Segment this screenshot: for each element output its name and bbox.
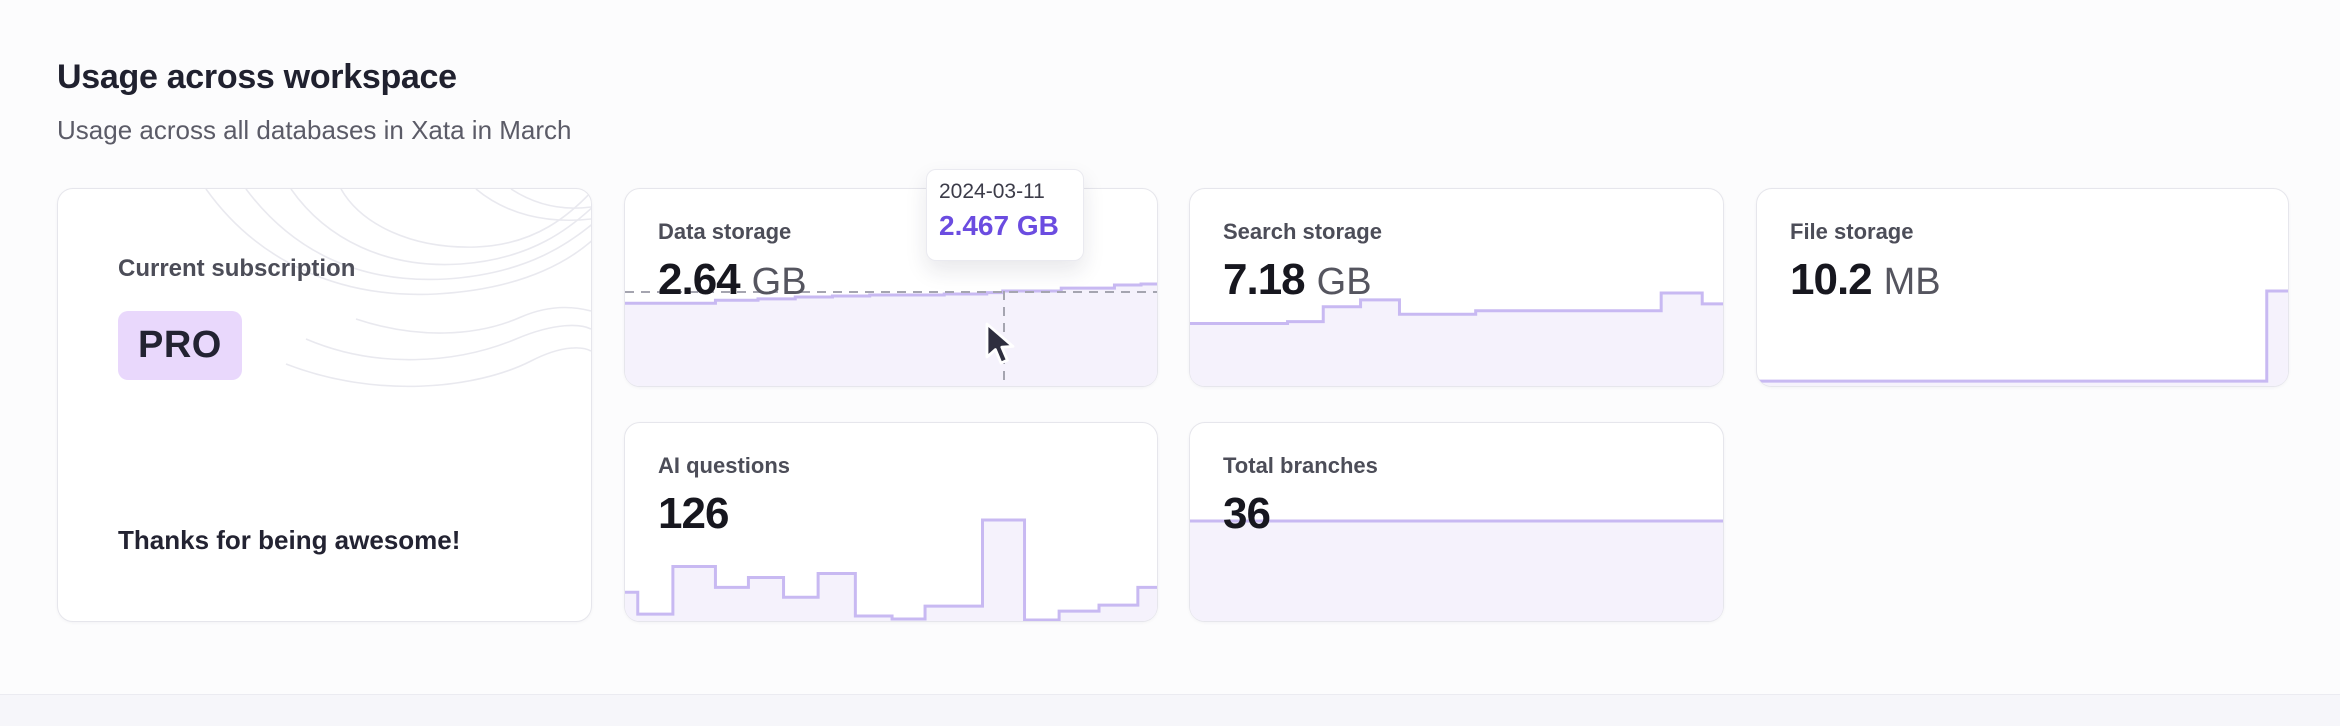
total-branches-sparkline (1190, 423, 1723, 621)
contour-decoration (205, 189, 591, 388)
subscription-message: Thanks for being awesome! (118, 525, 461, 555)
stat-unit: GB (1316, 261, 1372, 303)
stat-value: 2.64 (658, 255, 741, 304)
page-title: Usage across workspace (57, 58, 457, 96)
tooltip-value: 2.467 GB (939, 210, 1059, 241)
stat-value: 36 (1223, 489, 1271, 538)
stat-value-row: 7.18 GB (1223, 255, 1382, 305)
stat-label: Data storage (658, 219, 792, 244)
current-subscription-card: Current subscription PRO Thanks for bein… (57, 188, 592, 622)
stat-head: File storage 10.2 MB (1790, 219, 1941, 305)
data-storage-sparkline (625, 189, 1157, 386)
stat-label: AI questions (658, 453, 791, 478)
stat-label: Total branches (1223, 453, 1378, 478)
search-storage-card: Search storage 7.18 GB (1189, 188, 1724, 387)
file-storage-sparkline (1757, 189, 2288, 386)
file-storage-chart[interactable] (1757, 189, 2288, 386)
page-subtitle: Usage across all databases in Xata in Ma… (57, 115, 572, 145)
mouse-cursor (985, 322, 1015, 365)
stat-label: File storage (1790, 219, 1914, 244)
stat-label: Search storage (1223, 219, 1382, 244)
stat-value-row: 126 (658, 489, 790, 539)
stat-head: Data storage 2.64 GB (658, 219, 807, 305)
stat-head: Total branches 36 (1223, 453, 1378, 539)
stat-head: Search storage 7.18 GB (1223, 219, 1382, 305)
file-storage-card: File storage 10.2 MB (1756, 188, 2289, 387)
stat-value-row: 36 (1223, 489, 1378, 539)
stat-value-row: 2.64 GB (658, 255, 807, 305)
ai-questions-sparkline (625, 423, 1157, 621)
total-branches-chart[interactable] (1190, 423, 1723, 621)
page-header: Usage across workspace Usage across all … (57, 58, 572, 146)
data-storage-card: Data storage 2.64 GB 2024-03-11 2.467 GB (624, 169, 1158, 387)
total-branches-card: Total branches 36 (1189, 422, 1724, 622)
tooltip-date: 2024-03-11 (939, 180, 1045, 203)
stat-value: 126 (658, 489, 729, 538)
subscription-label: Current subscription (118, 255, 356, 282)
stat-unit: GB (751, 261, 807, 303)
crosshair-horizontal-line (625, 291, 1157, 294)
plan-badge: PRO (118, 311, 242, 380)
data-storage-chart[interactable] (625, 189, 1157, 386)
stat-head: AI questions 126 (658, 453, 790, 539)
stat-unit: MB (1883, 261, 1941, 303)
stat-value: 7.18 (1223, 255, 1306, 304)
ai-questions-chart[interactable] (625, 423, 1157, 621)
search-storage-chart[interactable] (1190, 189, 1723, 386)
ai-questions-card: AI questions 126 (624, 422, 1158, 622)
stat-value: 10.2 (1790, 255, 1873, 304)
footer-band (0, 694, 2340, 726)
chart-tooltip: 2024-03-11 2.467 GB (926, 169, 1084, 261)
search-storage-sparkline (1190, 189, 1723, 386)
stat-value-row: 10.2 MB (1790, 255, 1941, 305)
